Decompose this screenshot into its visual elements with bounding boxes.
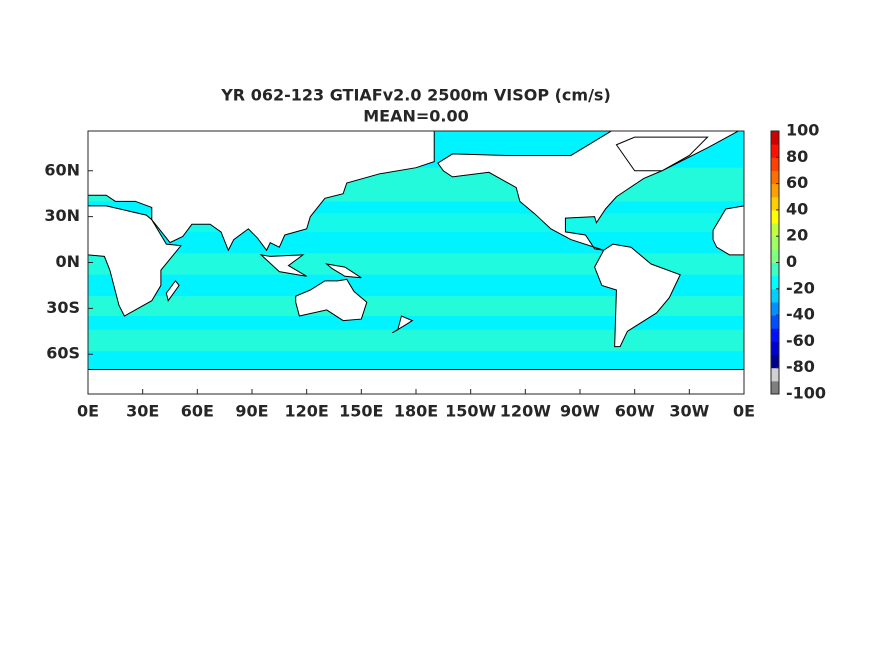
x-tick-label: 0E [77,402,99,421]
colorbar-segment [771,262,779,277]
x-tick-label: 150W [445,402,496,421]
x-tick-label: 120E [285,402,329,421]
y-tick-label: 30S [46,298,80,317]
colorbar-segment [771,301,779,316]
land [165,280,180,302]
colorbar-tick-label: 60 [786,173,808,192]
x-tick-label: 120W [500,402,551,421]
colorbar-segment [771,275,779,290]
colorbar-frame [770,130,780,395]
colorbar-segment [771,249,779,263]
map-area [88,131,744,394]
land [594,243,681,348]
land [324,263,362,279]
colorbar-tick-label: -80 [786,357,815,376]
land [88,369,744,394]
x-tick-label: 30W [669,402,709,421]
land [712,205,744,256]
colorbar-segment [771,315,779,329]
x-tick-label: 30E [126,402,159,421]
y-tick-label: 60S [46,344,80,363]
colorbar-segment [771,183,779,198]
land [259,254,307,277]
colorbar-tick-label: -20 [786,278,815,297]
colorbar-segment [771,288,779,303]
x-tick-label: 90W [560,402,600,421]
ocean-band [88,329,744,352]
colorbar-segment [771,380,779,395]
colorbar-tick-label: -60 [786,331,815,350]
x-tick-label: 60W [615,402,655,421]
colorbar-segment [771,209,779,224]
land [295,278,368,322]
y-tick-label: 60N [44,160,80,179]
colorbar-segment [771,341,779,356]
colorbar-segment [771,236,779,250]
colorbar-tick-label: -40 [786,305,815,324]
colorbar-segment [771,170,779,185]
colorbar-segment [771,131,779,145]
colorbar-tick-label: 20 [786,226,808,245]
colorbar-tick-label: 0 [786,252,797,271]
x-tick-label: 90E [235,402,268,421]
land [88,205,182,317]
x-tick-label: 60E [181,402,214,421]
colorbar-segment [771,367,779,382]
subtitle: MEAN=0.00 [363,107,469,126]
colorbar-tick-label: 100 [786,121,819,140]
land [615,136,709,172]
colorbar-tick-label: 40 [786,199,808,218]
ocean-band [88,253,744,275]
title: YR 062-123 GTIAFv2.0 2500m VISOP (cm/s) [220,86,611,105]
x-tick-label: 0E [733,402,755,421]
colorbar-segment [771,223,779,237]
colorbar-segment [771,328,779,342]
colorbar-tick-label: -100 [786,384,826,403]
land [392,315,414,334]
x-tick-label: 150E [339,402,383,421]
land [88,131,435,252]
colorbar-segment [771,196,779,211]
x-tick-label: 180E [394,402,438,421]
y-tick-label: 0N [55,252,80,271]
colorbar-segment [771,157,779,171]
colorbar-segment [771,144,779,158]
colorbar-tick-label: 80 [786,147,808,166]
ocean-band [88,296,744,317]
colorbar-segment [771,354,779,369]
y-tick-label: 30N [44,206,80,225]
